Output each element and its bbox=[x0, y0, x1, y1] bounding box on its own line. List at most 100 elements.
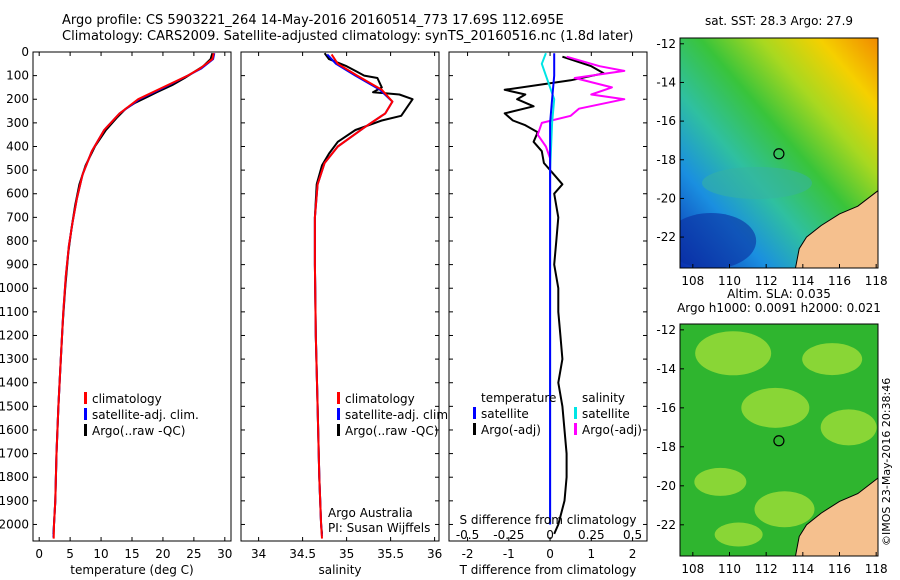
series-line-0 bbox=[52, 52, 215, 539]
x-tick-label: 36 bbox=[427, 547, 442, 561]
x-tick-label-top: -0.5 bbox=[456, 528, 479, 542]
profile-title: Argo profile: CS 5903221_264 14-May-2016… bbox=[62, 13, 564, 28]
sla-map-title: Altim. SLA: 0.035 bbox=[727, 287, 831, 301]
map-y-tick-label: -18 bbox=[656, 440, 676, 454]
map-y-tick-label: -20 bbox=[656, 191, 676, 205]
y-tick-label: 1600 bbox=[0, 423, 29, 437]
temperature-panel: 0 5 10 15 20 25 300100200300400500600700800900… bbox=[0, 45, 232, 577]
legend-header-temperature: temperature bbox=[481, 391, 556, 405]
x-tick-label: 34.5 bbox=[289, 547, 316, 561]
legend-label: Argo(-adj) bbox=[481, 423, 541, 437]
climatology-subtitle: Climatology: CARS2009. Satellite-adjuste… bbox=[62, 29, 634, 44]
map-frame bbox=[679, 323, 879, 557]
x-tick-label: 35 bbox=[339, 547, 354, 561]
y-tick-label: 600 bbox=[6, 187, 29, 201]
x-axis-label-top: S difference from climatology bbox=[460, 513, 637, 527]
y-tick-label: 200 bbox=[6, 92, 29, 106]
map-x-tick-label: 116 bbox=[828, 562, 851, 576]
map-y-tick-label: -12 bbox=[656, 37, 676, 51]
x-tick-label: -1 bbox=[503, 547, 515, 561]
legend-header-salinity: salinity bbox=[582, 391, 625, 405]
legend-label: climatology bbox=[345, 392, 415, 406]
map-x-tick-label: 110 bbox=[718, 562, 741, 576]
series-line-1 bbox=[503, 55, 605, 535]
plot-frame bbox=[240, 51, 440, 542]
y-tick-label: 1000 bbox=[0, 281, 29, 295]
x-tick-label: 20 bbox=[155, 547, 170, 561]
sst-cool-band bbox=[702, 166, 812, 199]
map-y-tick-label: -16 bbox=[656, 401, 676, 415]
x-tick-label: 0 bbox=[35, 547, 43, 561]
x-tick-label: 2 bbox=[629, 547, 637, 561]
x-tick-label: 30 bbox=[217, 547, 232, 561]
y-tick-label: 1300 bbox=[0, 352, 29, 366]
map-x-tick-label: 108 bbox=[681, 562, 704, 576]
y-tick-label: 1500 bbox=[0, 399, 29, 413]
series-line-0 bbox=[313, 53, 394, 539]
sla-high-patch bbox=[754, 491, 815, 528]
y-tick-label: 1700 bbox=[0, 447, 29, 461]
y-tick-label: 700 bbox=[6, 210, 29, 224]
map-x-tick-label: 112 bbox=[755, 274, 778, 288]
map-y-tick-label: -22 bbox=[656, 230, 676, 244]
legend-label: satellite bbox=[481, 407, 529, 421]
map-frame bbox=[679, 37, 879, 269]
sla-high-patch bbox=[695, 331, 772, 376]
legend-swatch bbox=[84, 392, 87, 404]
map-x-tick-label: 110 bbox=[718, 274, 741, 288]
map-x-tick-label: 114 bbox=[791, 562, 814, 576]
map-y-tick-label: -16 bbox=[656, 114, 676, 128]
legend-label: satellite-adj. clim. bbox=[345, 408, 452, 422]
x-axis-label: salinity bbox=[318, 563, 361, 577]
x-tick-label-top: -0.25 bbox=[493, 528, 524, 542]
map-y-tick-label: -18 bbox=[656, 153, 676, 167]
legend-swatch bbox=[473, 423, 476, 435]
y-tick-label: 2000 bbox=[0, 517, 29, 531]
sla-high-patch bbox=[694, 467, 747, 496]
map-x-tick-label: 112 bbox=[755, 562, 778, 576]
legend-label: Argo(..raw -QC) bbox=[345, 424, 438, 438]
x-tick-label: 34 bbox=[251, 547, 266, 561]
x-axis-label: temperature (deg C) bbox=[70, 563, 193, 577]
legend-swatch bbox=[473, 407, 476, 419]
x-tick-label: 35.5 bbox=[377, 547, 404, 561]
x-tick-label-top: 0.5 bbox=[623, 528, 642, 542]
legend-swatch bbox=[574, 407, 577, 419]
series-line-3 bbox=[536, 55, 626, 194]
map-x-tick-label: 114 bbox=[791, 274, 814, 288]
plot-frame bbox=[32, 51, 232, 542]
sst-map-title: sat. SST: 28.3 Argo: 27.9 bbox=[705, 14, 853, 28]
legend-label: satellite bbox=[582, 407, 630, 421]
legend-swatch bbox=[84, 408, 87, 420]
x-tick-label: 15 bbox=[124, 547, 139, 561]
y-tick-label: 800 bbox=[6, 234, 29, 248]
x-tick-label-top: 0 bbox=[546, 528, 554, 542]
map-y-tick-label: -14 bbox=[656, 75, 676, 89]
y-tick-label: 100 bbox=[6, 69, 29, 83]
legend-label: climatology bbox=[92, 392, 162, 406]
map-y-tick-label: -14 bbox=[656, 362, 676, 376]
legend-swatch bbox=[337, 424, 340, 436]
map-x-tick-label: 118 bbox=[865, 562, 888, 576]
y-tick-label: 1100 bbox=[0, 305, 29, 319]
legend-label: Argo(-adj) bbox=[582, 423, 642, 437]
y-tick-label: 900 bbox=[6, 258, 29, 272]
legend-swatch bbox=[574, 423, 577, 435]
y-tick-label: 1400 bbox=[0, 376, 29, 390]
map-y-tick-label: -12 bbox=[656, 323, 676, 337]
profile-location-marker bbox=[773, 148, 785, 160]
y-tick-label: 0 bbox=[21, 45, 29, 59]
x-tick-label: 0 bbox=[546, 547, 554, 561]
legend-swatch bbox=[84, 424, 87, 436]
legend-label: Argo(..raw -QC) bbox=[92, 424, 185, 438]
x-tick-label: 25 bbox=[186, 547, 201, 561]
y-tick-label: 500 bbox=[6, 163, 29, 177]
legend-label: satellite-adj. clim. bbox=[92, 408, 199, 422]
x-tick-label: 5 bbox=[66, 547, 74, 561]
map-x-tick-label: 116 bbox=[828, 274, 851, 288]
x-tick-label: 1 bbox=[587, 547, 595, 561]
sst-map-panel: sat. SST: 28.3 Argo: 27.9 108 110 112 114 116… bbox=[656, 14, 887, 288]
x-tick-label: -2 bbox=[462, 547, 474, 561]
